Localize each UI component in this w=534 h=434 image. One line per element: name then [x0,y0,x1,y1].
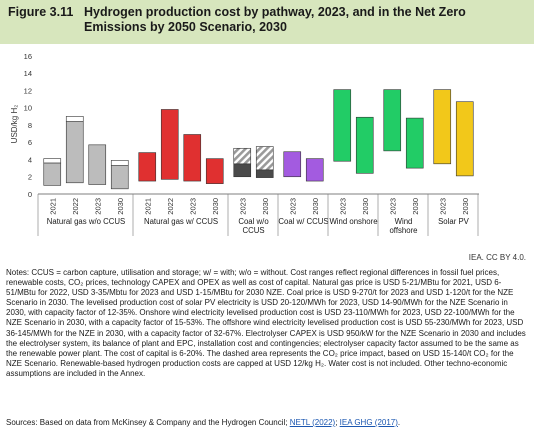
y-tick-label: 6 [28,138,32,147]
group-label: Coal w/o [238,217,269,226]
bar-natural-gas-w-o-ccus-2030 [110,165,129,190]
figure-notes: Notes: CCUS = carbon capture, utilisatio… [6,268,526,378]
x-tick-label: 2023 [438,198,447,215]
bar-upper-range-2021 [43,158,62,164]
bar-coal-w-ccus-2030 [305,158,324,182]
bar-natural-gas-w-ccus-2022 [160,109,179,180]
source-link-netl[interactable]: NETL (2022) [289,418,336,427]
bar-natural-gas-w-o-ccus-2023 [88,144,107,185]
x-tick-label: 2030 [461,198,470,215]
sources-suffix: . [397,418,401,427]
x-axis: 2021 2022 2023 2030 Natural gas w/o CCUS 2021… [37,193,479,236]
y-tick-label: 16 [24,52,32,61]
x-tick-label: 2030 [411,198,420,215]
bar-natural-gas-w-ccus-2021 [138,152,157,182]
group-label: Natural gas w/o CCUS [47,217,125,226]
x-tick-label: 2030 [261,198,270,215]
group-label: Natural gas w/ CCUS [144,217,218,226]
bar-wind-offshore-2030 [405,117,424,169]
bar-wind-onshore-2023 [333,89,352,162]
x-tick-label: 2021 [143,198,152,215]
x-tick-label: 2030 [311,198,320,215]
x-tick-label: 2023 [238,198,247,215]
y-tick-label: 12 [24,86,32,95]
x-tick-label: 2022 [71,198,80,215]
x-tick-label: 2023 [288,198,297,215]
group-label: Solar PV [438,217,470,226]
bar-natural-gas-w-ccus-2023 [183,134,202,182]
sources-separator: ; [335,418,340,427]
x-tick-label: 2023 [188,198,197,215]
y-tick-label: 14 [24,69,32,78]
sources-prefix: Sources: Based on data from McKinsey & C… [6,418,290,427]
bar-natural-gas-w-o-ccus-2021 [43,162,62,186]
group-label: Wind onshore [329,217,377,226]
bar-solar-pv-2030 [455,101,474,177]
x-tick-label: 2021 [48,198,57,215]
credit-line: IEA. CC BY 4.0. [468,253,526,262]
figure-sources: Sources: Based on data from McKinsey & C… [6,418,528,427]
y-tick-label: 4 [28,155,32,164]
y-axis-label: USD/kg H₂ [10,105,19,144]
y-tick-label: 2 [28,173,32,182]
group-label: CCUS [242,226,264,235]
x-tick-label: 2030 [211,198,220,215]
bar-coal-w-o-ccus-2023 [233,163,252,178]
x-tick-label: 2030 [361,198,370,215]
bar-upper-range-2022 [65,116,84,122]
source-link-ieaghg[interactable]: IEA GHG (2017) [339,418,398,427]
bar-co2-price-impact-2023 [233,147,252,165]
bars [43,89,474,190]
bar-co2-price-impact-2030 [255,146,274,171]
figure-number: Figure 3.11 [8,5,74,19]
x-tick-label: 2023 [93,198,102,215]
y-tick-label: 8 [28,121,32,130]
hydrogen-cost-chart: USD/kg H₂ 0 2 4 6 8 10 12 14 16 2021 2022 2023 2030… [10,52,479,236]
bar-coal-w-ccus-2023 [283,151,302,178]
bar-solar-pv-2023 [433,89,452,165]
group-label: offshore [389,226,417,235]
bar-wind-onshore-2030 [355,116,374,174]
bar-wind-offshore-2023 [383,89,402,152]
x-tick-label: 2023 [338,198,347,215]
y-axis: 0 2 4 6 8 10 12 14 16 [24,52,32,199]
x-tick-label: 2030 [116,198,125,215]
group-label: Wind [395,217,413,226]
bar-natural-gas-w-o-ccus-2022 [65,121,84,184]
bar-natural-gas-w-ccus-2030 [205,158,224,184]
x-tick-label: 2022 [166,198,175,215]
figure-header: Figure 3.11 Hydrogen production cost by … [0,0,534,44]
y-tick-label: 0 [28,190,32,199]
bar-upper-range-2030 [110,160,129,166]
group-label: Coal w/ CCUS [278,217,328,226]
x-tick-label: 2023 [388,198,397,215]
figure-title: Hydrogen production cost by pathway, 202… [84,5,466,34]
y-tick-label: 10 [24,104,32,113]
bar-coal-w-o-ccus-2030 [255,169,274,178]
